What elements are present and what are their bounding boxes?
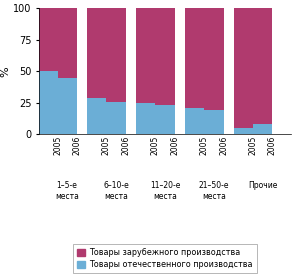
Bar — [155, 106, 175, 134]
Bar — [185, 8, 204, 108]
Bar — [38, 8, 58, 71]
Text: 6–10-е
места: 6–10-е места — [103, 181, 129, 201]
Bar — [58, 78, 76, 134]
Text: Прочие: Прочие — [248, 181, 278, 190]
Bar — [234, 128, 254, 134]
Bar — [87, 98, 106, 134]
Bar — [38, 71, 58, 134]
Bar — [106, 8, 126, 102]
Bar — [136, 103, 155, 134]
Bar — [204, 8, 224, 111]
Bar — [254, 8, 272, 124]
Bar — [87, 8, 106, 98]
Bar — [155, 8, 175, 106]
Bar — [106, 102, 126, 134]
Legend: Товары зарубежного производства, Товары отечественного производства: Товары зарубежного производства, Товары … — [73, 244, 257, 273]
Text: 21–50-е
места: 21–50-е места — [199, 181, 229, 201]
Text: 1–5-е
места: 1–5-е места — [55, 181, 79, 201]
Bar — [58, 8, 76, 78]
Text: 11–20-е
места: 11–20-е места — [150, 181, 180, 201]
Bar — [136, 8, 155, 103]
Y-axis label: %: % — [0, 66, 10, 77]
Bar — [204, 111, 224, 134]
Bar — [254, 124, 272, 134]
Bar — [185, 108, 204, 134]
Bar — [234, 8, 254, 128]
